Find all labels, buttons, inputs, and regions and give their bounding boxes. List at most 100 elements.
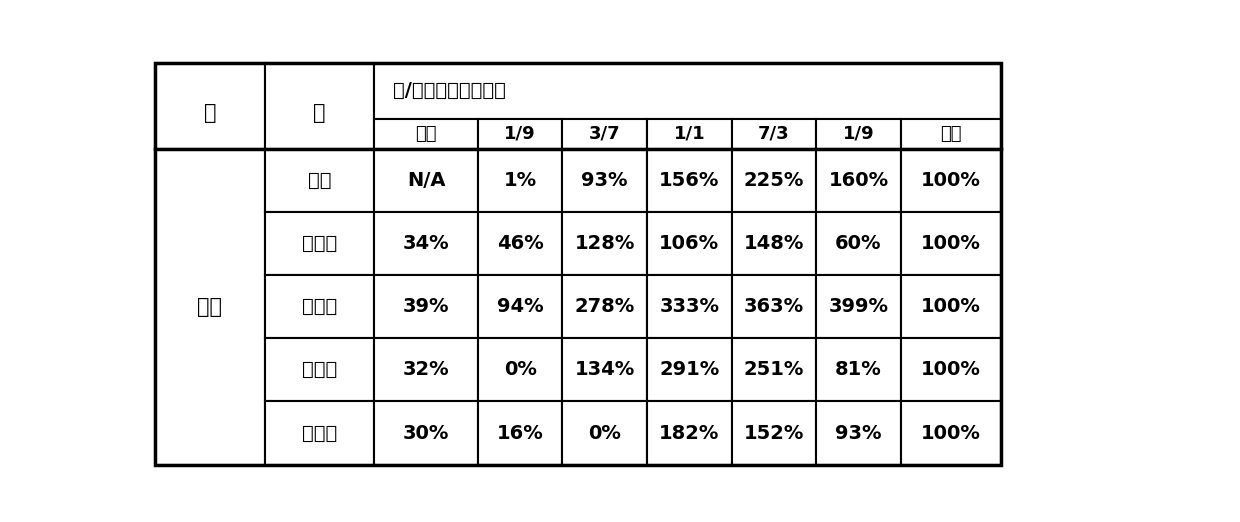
Bar bbox=[900, 338, 1001, 401]
Bar bbox=[647, 212, 732, 275]
Text: 148%: 148% bbox=[744, 234, 804, 253]
Bar bbox=[477, 119, 563, 149]
Text: 32%: 32% bbox=[403, 360, 449, 379]
Text: 1/9: 1/9 bbox=[843, 125, 874, 143]
Bar bbox=[264, 401, 374, 465]
Bar bbox=[477, 401, 563, 465]
Bar bbox=[900, 212, 1001, 275]
Text: 156%: 156% bbox=[660, 171, 719, 190]
Bar bbox=[732, 119, 816, 149]
Bar bbox=[374, 338, 477, 401]
Bar bbox=[264, 212, 374, 275]
Text: 225%: 225% bbox=[744, 171, 804, 190]
Text: 30%: 30% bbox=[403, 423, 449, 443]
Text: 糖: 糖 bbox=[203, 103, 216, 123]
Text: 291%: 291% bbox=[660, 360, 719, 379]
Text: 3/7: 3/7 bbox=[589, 125, 620, 143]
Bar bbox=[155, 63, 1001, 465]
Text: 160%: 160% bbox=[828, 171, 889, 190]
Bar bbox=[264, 275, 374, 338]
Bar bbox=[374, 212, 477, 275]
Bar bbox=[900, 119, 1001, 149]
Text: 278%: 278% bbox=[574, 298, 635, 316]
Bar bbox=[816, 119, 900, 149]
Text: 仅酸: 仅酸 bbox=[415, 125, 436, 143]
Text: 糖/酸比率，以重量计: 糖/酸比率，以重量计 bbox=[393, 81, 506, 100]
Bar bbox=[563, 275, 647, 338]
Text: 仅糖: 仅糖 bbox=[940, 125, 961, 143]
Bar bbox=[732, 275, 816, 338]
Bar bbox=[264, 338, 374, 401]
Text: 333%: 333% bbox=[660, 298, 719, 316]
Text: 琥珀酸: 琥珀酸 bbox=[301, 423, 337, 443]
Text: N/A: N/A bbox=[407, 171, 445, 190]
Bar bbox=[477, 275, 563, 338]
Text: 399%: 399% bbox=[828, 298, 888, 316]
Text: 93%: 93% bbox=[582, 171, 627, 190]
Text: 81%: 81% bbox=[835, 360, 882, 379]
Text: 34%: 34% bbox=[403, 234, 449, 253]
Bar bbox=[563, 149, 647, 212]
Bar bbox=[816, 401, 900, 465]
Bar bbox=[563, 212, 647, 275]
Bar bbox=[155, 63, 264, 149]
Text: 128%: 128% bbox=[574, 234, 635, 253]
Text: 94%: 94% bbox=[497, 298, 543, 316]
Text: 1/9: 1/9 bbox=[505, 125, 536, 143]
Bar bbox=[732, 212, 816, 275]
Text: 1%: 1% bbox=[503, 171, 537, 190]
Bar bbox=[374, 119, 477, 149]
Text: 苹果酸: 苹果酸 bbox=[301, 298, 337, 316]
Bar bbox=[374, 63, 1001, 119]
Text: 1/1: 1/1 bbox=[673, 125, 706, 143]
Text: 182%: 182% bbox=[660, 423, 719, 443]
Bar bbox=[563, 401, 647, 465]
Text: 106%: 106% bbox=[660, 234, 719, 253]
Bar bbox=[374, 149, 477, 212]
Text: 100%: 100% bbox=[921, 298, 981, 316]
Text: 100%: 100% bbox=[921, 234, 981, 253]
Bar bbox=[477, 212, 563, 275]
Bar bbox=[732, 338, 816, 401]
Bar bbox=[647, 275, 732, 338]
Bar bbox=[563, 119, 647, 149]
Text: 果糖: 果糖 bbox=[197, 297, 222, 317]
Text: 乳酸: 乳酸 bbox=[308, 171, 331, 190]
Text: 酒石酸: 酒石酸 bbox=[301, 234, 337, 253]
Text: 7/3: 7/3 bbox=[758, 125, 790, 143]
Text: 93%: 93% bbox=[836, 423, 882, 443]
Text: 酸: 酸 bbox=[312, 103, 326, 123]
Text: 0%: 0% bbox=[588, 423, 621, 443]
Bar bbox=[900, 275, 1001, 338]
Bar bbox=[900, 401, 1001, 465]
Bar bbox=[374, 401, 477, 465]
Bar bbox=[816, 149, 900, 212]
Text: 柠檬酸: 柠檬酸 bbox=[301, 360, 337, 379]
Bar bbox=[477, 338, 563, 401]
Text: 46%: 46% bbox=[497, 234, 543, 253]
Bar bbox=[816, 275, 900, 338]
Bar bbox=[816, 338, 900, 401]
Text: 39%: 39% bbox=[403, 298, 449, 316]
Text: 16%: 16% bbox=[497, 423, 543, 443]
Bar bbox=[900, 149, 1001, 212]
Text: 100%: 100% bbox=[921, 360, 981, 379]
Text: 100%: 100% bbox=[921, 423, 981, 443]
Text: 60%: 60% bbox=[836, 234, 882, 253]
Bar bbox=[374, 275, 477, 338]
Text: 100%: 100% bbox=[921, 171, 981, 190]
Text: 152%: 152% bbox=[744, 423, 804, 443]
Bar bbox=[155, 149, 264, 465]
Text: 0%: 0% bbox=[503, 360, 537, 379]
Bar bbox=[732, 149, 816, 212]
Bar bbox=[264, 149, 374, 212]
Bar bbox=[264, 63, 374, 149]
Bar bbox=[647, 119, 732, 149]
Text: 251%: 251% bbox=[744, 360, 804, 379]
Bar bbox=[563, 338, 647, 401]
Bar bbox=[477, 149, 563, 212]
Bar bbox=[647, 338, 732, 401]
Bar bbox=[732, 401, 816, 465]
Bar bbox=[816, 212, 900, 275]
Text: 363%: 363% bbox=[744, 298, 804, 316]
